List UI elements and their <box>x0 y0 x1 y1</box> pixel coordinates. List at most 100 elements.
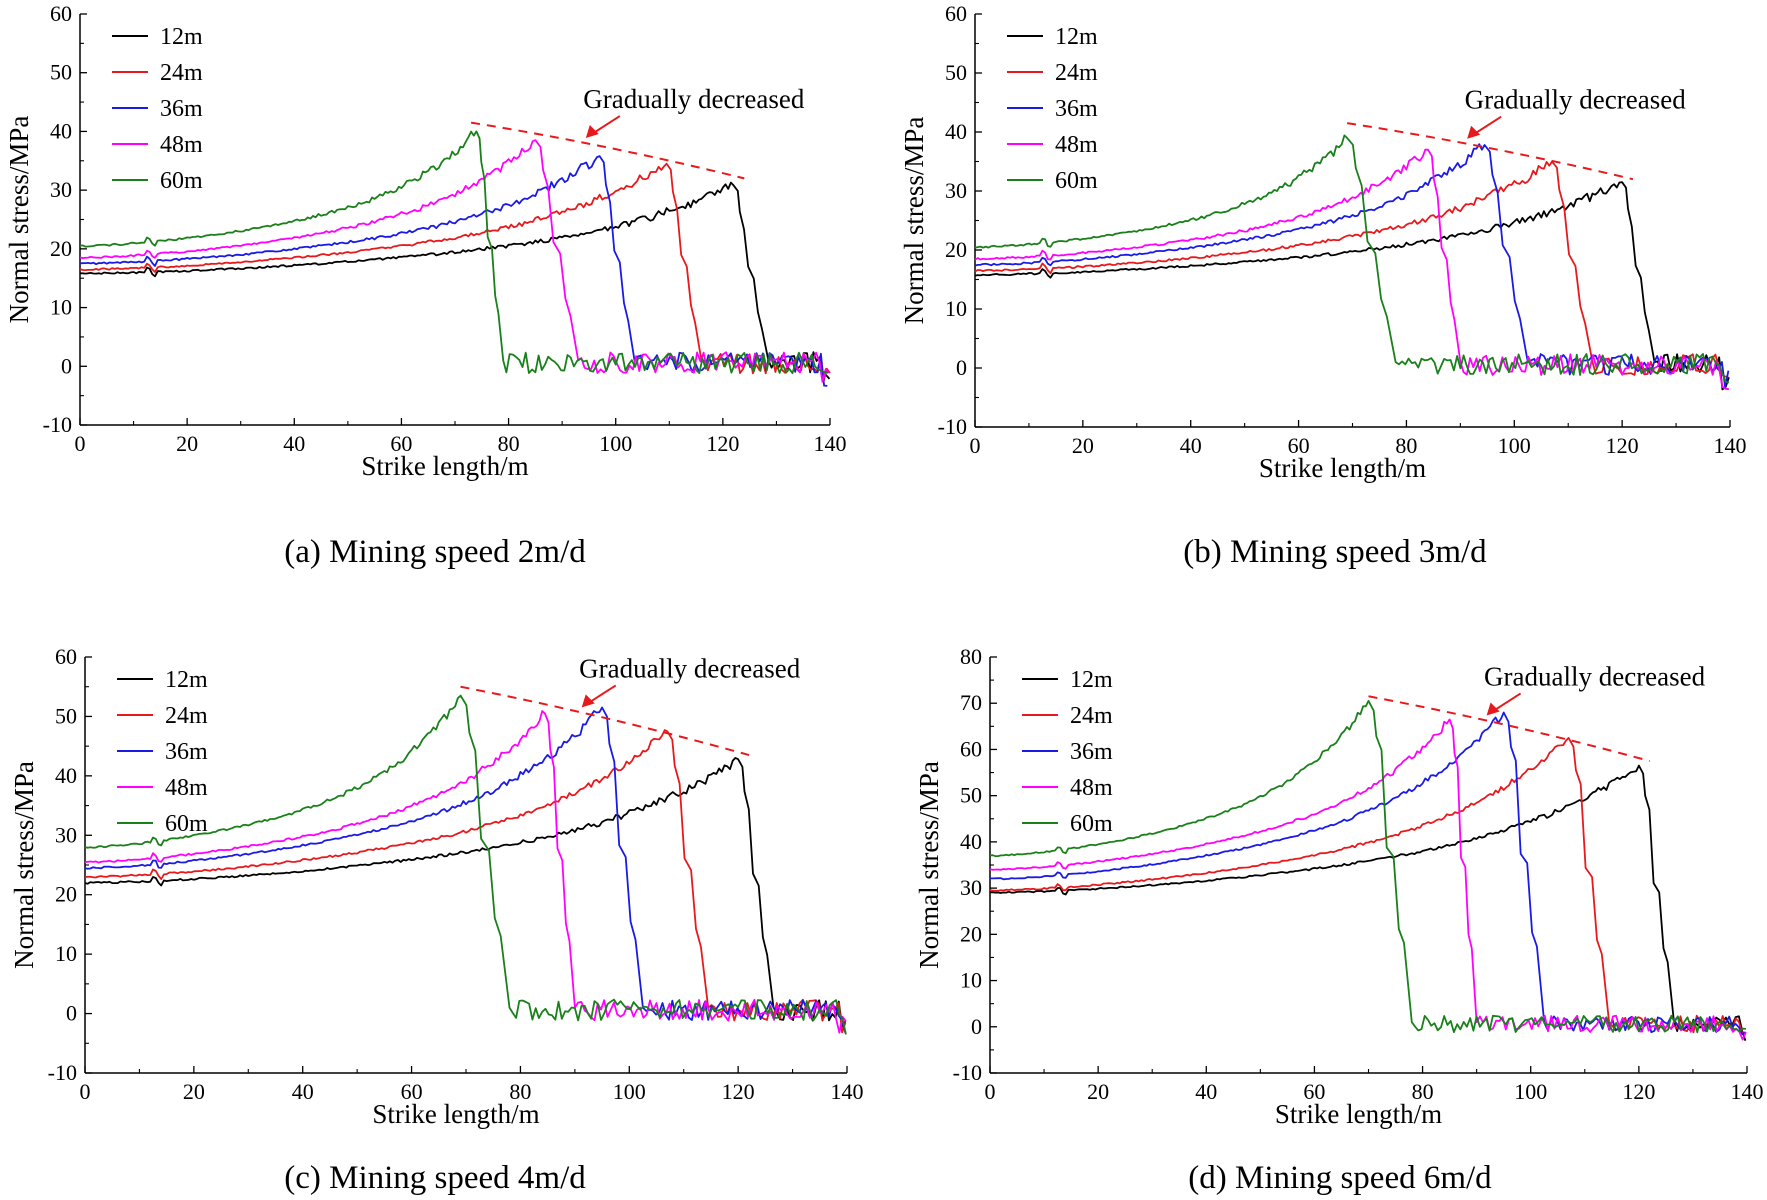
y-tick-label: -10 <box>43 412 72 437</box>
x-tick-label: 120 <box>706 431 739 456</box>
annotation-text: Gradually decreased <box>579 653 801 683</box>
x-tick-label: 20 <box>1072 433 1094 458</box>
annotation-arrow-head <box>1486 702 1500 716</box>
legend-label-60m: 60m <box>1055 168 1098 194</box>
legend-label-60m: 60m <box>1070 811 1113 837</box>
x-tick-label: 40 <box>1195 1079 1217 1104</box>
x-tick-label: 80 <box>509 1079 531 1104</box>
y-axis-title: Normal stress/MPa <box>9 761 39 969</box>
trend-dashed-line <box>460 685 750 757</box>
y-tick-label: 40 <box>945 119 967 144</box>
y-tick-label: 70 <box>960 690 982 715</box>
x-tick-label: 100 <box>599 431 632 456</box>
y-axis-title: Normal stress/MPa <box>4 116 34 324</box>
series-line-24m <box>84 729 847 1034</box>
series-line-12m <box>80 181 831 380</box>
legend-label-60m: 60m <box>165 811 208 837</box>
x-tick-label: 100 <box>1498 433 1531 458</box>
x-axis-title: Strike length/m <box>1275 1099 1442 1129</box>
y-tick-label: 0 <box>61 353 72 378</box>
panel-caption: (a) Mining speed 2m/d <box>284 534 586 570</box>
series-line-48m <box>79 139 830 383</box>
chart-panel-a: 0 20 40 60 80 100 120 140-100102030405060Strike… <box>4 1 847 570</box>
series-line-48m <box>84 710 847 1034</box>
x-tick-label: 60 <box>390 431 412 456</box>
y-tick-label: 30 <box>50 177 72 202</box>
y-tick-label: -10 <box>938 414 967 439</box>
annotation-text: Gradually decreased <box>583 84 805 114</box>
x-tick-label: 120 <box>1622 1079 1655 1104</box>
y-tick-label: 60 <box>960 736 982 761</box>
series-line-12m <box>989 764 1747 1041</box>
y-tick-label: 10 <box>55 941 77 966</box>
y-tick-label: 30 <box>960 875 982 900</box>
x-tick-label: 0 <box>970 433 981 458</box>
x-tick-label: 120 <box>722 1079 755 1104</box>
x-tick-label: 40 <box>1180 433 1202 458</box>
legend-label-12m: 12m <box>1070 667 1113 693</box>
y-tick-label: 30 <box>945 178 967 203</box>
x-axis-title: Strike length/m <box>1259 453 1426 483</box>
series-line-24m <box>79 162 831 383</box>
y-tick-label: 20 <box>945 237 967 262</box>
panel-caption: (c) Mining speed 4m/d <box>284 1160 586 1196</box>
y-tick-label: 0 <box>66 1001 77 1026</box>
x-tick-label: 0 <box>80 1079 91 1104</box>
legend-label-36m: 36m <box>1055 96 1098 122</box>
x-tick-label: 20 <box>1087 1079 1109 1104</box>
annotation-arrow-shaft <box>1472 115 1502 136</box>
series-line-36m <box>79 155 828 387</box>
series-line-48m <box>989 718 1747 1041</box>
annotation-arrow-shaft <box>587 684 617 705</box>
y-tick-label: 50 <box>960 783 982 808</box>
legend-label-48m: 48m <box>1055 132 1098 158</box>
trend-dashed-line <box>470 121 745 180</box>
annotation-arrow-head <box>581 694 595 708</box>
chart-panel-b: 0 20 40 60 80 100 120 140-100102030405060Strike… <box>899 1 1747 570</box>
x-tick-label: 140 <box>1714 433 1747 458</box>
x-tick-label: 0 <box>75 431 86 456</box>
series-line-24m <box>974 160 1729 378</box>
x-tick-label: 20 <box>176 431 198 456</box>
legend-label-36m: 36m <box>1070 739 1113 765</box>
series-line-12m <box>974 181 1730 391</box>
y-tick-label: 10 <box>945 296 967 321</box>
legend-label-24m: 24m <box>1070 703 1113 729</box>
annotation-text: Gradually decreased <box>1484 661 1706 691</box>
x-tick-label: 80 <box>1412 1079 1434 1104</box>
y-tick-label: 60 <box>55 644 77 669</box>
x-axis-title: Strike length/m <box>361 451 528 481</box>
y-tick-label: 50 <box>55 703 77 728</box>
x-tick-label: 140 <box>1731 1079 1764 1104</box>
legend-label-36m: 36m <box>160 96 203 122</box>
series-line-60m <box>989 700 1746 1034</box>
annotation-arrow-shaft <box>591 115 621 135</box>
annotation-text: Gradually decreased <box>1465 85 1687 115</box>
x-tick-label: 100 <box>613 1079 646 1104</box>
y-tick-label: 30 <box>55 822 77 847</box>
series-line-60m <box>84 694 847 1035</box>
x-axis-title: Strike length/m <box>372 1099 539 1129</box>
legend-label-60m: 60m <box>160 168 203 194</box>
x-tick-label: 40 <box>283 431 305 456</box>
annotation-arrow-head <box>1467 125 1481 139</box>
chart-panel-c: 0 20 40 60 80 100 120 140-100102030405060Strike… <box>9 644 864 1196</box>
y-tick-label: 50 <box>50 60 72 85</box>
legend-label-48m: 48m <box>165 775 208 801</box>
y-tick-label: 0 <box>971 1014 982 1039</box>
y-tick-label: 80 <box>960 644 982 669</box>
y-axis-title: Normal stress/MPa <box>899 117 929 325</box>
y-axis-title: Normal stress/MPa <box>914 761 944 969</box>
legend-label-24m: 24m <box>1055 60 1098 86</box>
y-tick-label: 50 <box>945 60 967 85</box>
x-tick-label: 140 <box>814 431 847 456</box>
y-tick-label: 20 <box>50 236 72 261</box>
y-tick-label: -10 <box>953 1060 982 1085</box>
annotation-arrow-shaft <box>1492 692 1522 713</box>
trend-dashed-line <box>1368 695 1650 762</box>
x-tick-label: 80 <box>498 431 520 456</box>
y-tick-label: 60 <box>50 1 72 26</box>
legend-label-36m: 36m <box>165 739 208 765</box>
panel-caption: (b) Mining speed 3m/d <box>1183 534 1487 570</box>
